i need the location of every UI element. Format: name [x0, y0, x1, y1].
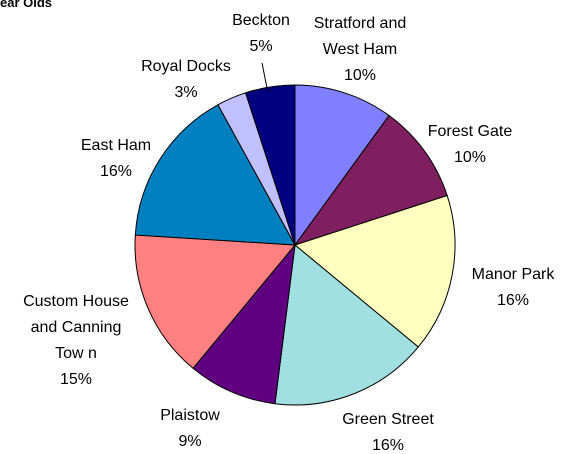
slice-percent-label: 16%	[497, 292, 529, 309]
slice-percent-label: 9%	[178, 433, 201, 450]
slice-name-label: West Ham	[323, 41, 397, 58]
slice-name-label: East Ham	[81, 137, 151, 154]
slice-percent-label: 3%	[174, 84, 197, 101]
slice-percent-label: 5%	[249, 38, 272, 55]
slice-percent-label: 16%	[372, 437, 404, 454]
slice-percent-label: 16%	[100, 163, 132, 180]
slice-name-label: Custom House	[23, 293, 129, 310]
slice-name-label: Royal Docks	[141, 58, 231, 75]
slice-percent-label: 10%	[344, 67, 376, 84]
chart-title: ear Olds	[0, 0, 52, 10]
slice-name-label: and Canning	[31, 319, 122, 336]
slice-percent-label: 15%	[60, 371, 92, 388]
slice-name-label: Plaistow	[160, 407, 220, 424]
slice-name-label: Green Street	[342, 411, 434, 428]
slice-name-label: Stratford and	[314, 15, 407, 32]
slice-name-label: Tow n	[55, 345, 97, 362]
slice-name-label: Forest Gate	[428, 123, 513, 140]
slice-name-label: Manor Park	[472, 266, 556, 283]
slice-percent-label: 10%	[454, 149, 486, 166]
slice-name-label: Beckton	[232, 12, 290, 29]
